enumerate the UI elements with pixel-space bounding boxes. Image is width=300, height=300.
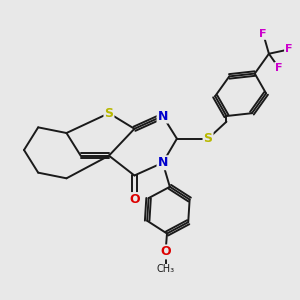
Text: N: N	[158, 110, 168, 122]
Text: S: S	[104, 107, 113, 120]
Text: S: S	[203, 132, 212, 145]
Text: F: F	[260, 29, 267, 39]
Text: F: F	[285, 44, 292, 55]
Text: F: F	[275, 63, 283, 73]
Text: CH₃: CH₃	[157, 265, 175, 275]
Text: N: N	[158, 156, 168, 169]
Text: O: O	[129, 193, 140, 206]
Text: O: O	[160, 245, 171, 258]
